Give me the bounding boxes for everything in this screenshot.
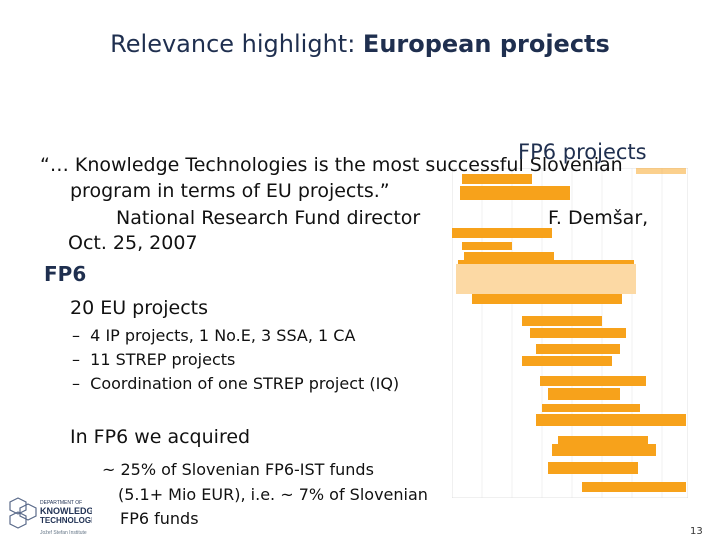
page-number: 13 [690,526,703,537]
quote-line-2: program in terms of EU projects.” [70,180,390,202]
department-logo: DEPARTMENT OF KNOWLEDGE TECHNOLOGIES Jož… [9,497,92,536]
quote-line-1: “… Knowledge Technologies is the most su… [40,154,623,176]
logo-line-2: KNOWLEDGE [40,506,92,516]
fp6-gantt-chart [452,168,688,498]
quote-author: F. Demšar, [548,207,649,229]
logo-institute: Jožef Stefan Institute [40,530,87,536]
acquired-heading: In FP6 we acquired [70,426,251,448]
project-count: 20 EU projects [70,297,209,319]
logo-line-1: DEPARTMENT OF [40,500,82,506]
quote-date: Oct. 25, 2007 [68,232,198,254]
slide-title: Relevance highlight: European projects [110,30,610,58]
acquired-line-2: (5.1+ Mio EUR), i.e. ~ 7% of Slovenian [118,485,428,504]
quote-line-3: National Research Fund director [116,207,421,229]
chart-title: FP6 projects [518,140,647,164]
bullet-item: – Coordination of one STREP project (IQ) [72,374,400,393]
logo-line-3: TECHNOLOGIES [40,516,92,525]
bullet-item: – 4 IP projects, 1 No.E, 3 SSA, 1 CA [72,326,356,345]
acquired-line-3: FP6 funds [120,509,199,528]
bullet-item: – 11 STREP projects [72,350,236,369]
section-heading: FP6 [44,262,87,286]
acquired-line-1: ~ 25% of Slovenian FP6-IST funds [102,460,374,479]
